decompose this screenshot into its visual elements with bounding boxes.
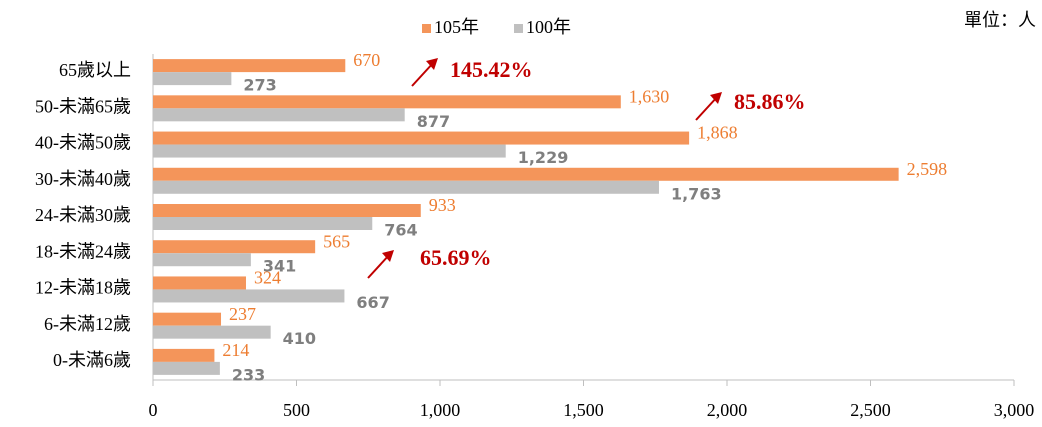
annotation-arrowhead <box>426 58 438 70</box>
annotation-arrowhead <box>382 250 394 262</box>
y-tick-label: 30-未滿40歲 <box>35 169 131 189</box>
bar <box>153 95 621 109</box>
annotation: 145.42% <box>450 57 533 82</box>
y-tick-label: 6-未滿12歲 <box>44 314 131 334</box>
annotation-arrowhead <box>710 92 722 104</box>
bar <box>153 59 346 73</box>
bar <box>153 108 405 122</box>
value-label: 565 <box>323 231 350 251</box>
value-label: 877 <box>417 112 450 131</box>
bar <box>153 289 345 303</box>
value-label: 764 <box>384 221 417 240</box>
value-label: 670 <box>353 50 380 70</box>
value-label: 273 <box>243 76 276 95</box>
bar <box>153 253 251 267</box>
value-label: 1,868 <box>697 123 738 143</box>
bar <box>153 361 220 375</box>
unit-label: 單位：人 <box>964 10 1036 30</box>
bar <box>153 72 232 86</box>
y-tick-label: 18-未滿24歲 <box>35 241 131 261</box>
value-label: 2,598 <box>907 159 948 179</box>
value-label: 667 <box>356 293 389 312</box>
legend-swatch <box>422 24 431 33</box>
bar <box>153 348 215 362</box>
value-label: 933 <box>429 195 456 215</box>
bar <box>153 240 316 254</box>
bar <box>153 144 506 158</box>
bar <box>153 325 271 339</box>
legend-swatch <box>514 24 523 33</box>
bar <box>153 180 659 194</box>
bar <box>153 276 246 290</box>
x-tick-label: 2,500 <box>850 400 891 420</box>
annotation: 65.69% <box>420 245 492 270</box>
y-tick-label: 0-未滿6歲 <box>53 350 131 370</box>
legend-label: 105年 <box>434 17 479 37</box>
value-label: 324 <box>254 268 281 288</box>
value-label: 1,630 <box>629 86 670 106</box>
y-tick-label: 65歲以上 <box>59 60 131 80</box>
annotation-arrow <box>367 253 391 279</box>
x-tick-label: 3,000 <box>994 400 1035 420</box>
value-label: 214 <box>222 340 249 360</box>
annotation: 85.86% <box>734 89 806 114</box>
value-label: 1,763 <box>671 184 722 203</box>
annotation-arrow <box>695 95 719 121</box>
x-tick-label: 1,000 <box>420 400 461 420</box>
x-tick-label: 0 <box>149 400 158 420</box>
y-tick-label: 24-未滿30歲 <box>35 205 131 225</box>
x-tick-label: 1,500 <box>563 400 604 420</box>
bar <box>153 167 899 181</box>
y-tick-label: 12-未滿18歲 <box>35 278 131 298</box>
value-label: 410 <box>283 329 316 348</box>
y-tick-label: 40-未滿50歲 <box>35 133 131 153</box>
x-tick-label: 2,000 <box>707 400 748 420</box>
value-label: 341 <box>263 257 296 276</box>
x-tick-label: 500 <box>283 400 310 420</box>
value-label: 233 <box>232 365 265 384</box>
value-label: 237 <box>229 304 256 324</box>
legend-label: 100年 <box>526 17 571 37</box>
bar <box>153 217 373 230</box>
y-tick-label: 50-未滿65歲 <box>35 96 131 116</box>
bar <box>153 312 222 326</box>
bar <box>153 131 690 145</box>
annotation-arrow <box>411 61 435 87</box>
bar <box>153 204 421 217</box>
value-label: 1,229 <box>518 148 569 167</box>
